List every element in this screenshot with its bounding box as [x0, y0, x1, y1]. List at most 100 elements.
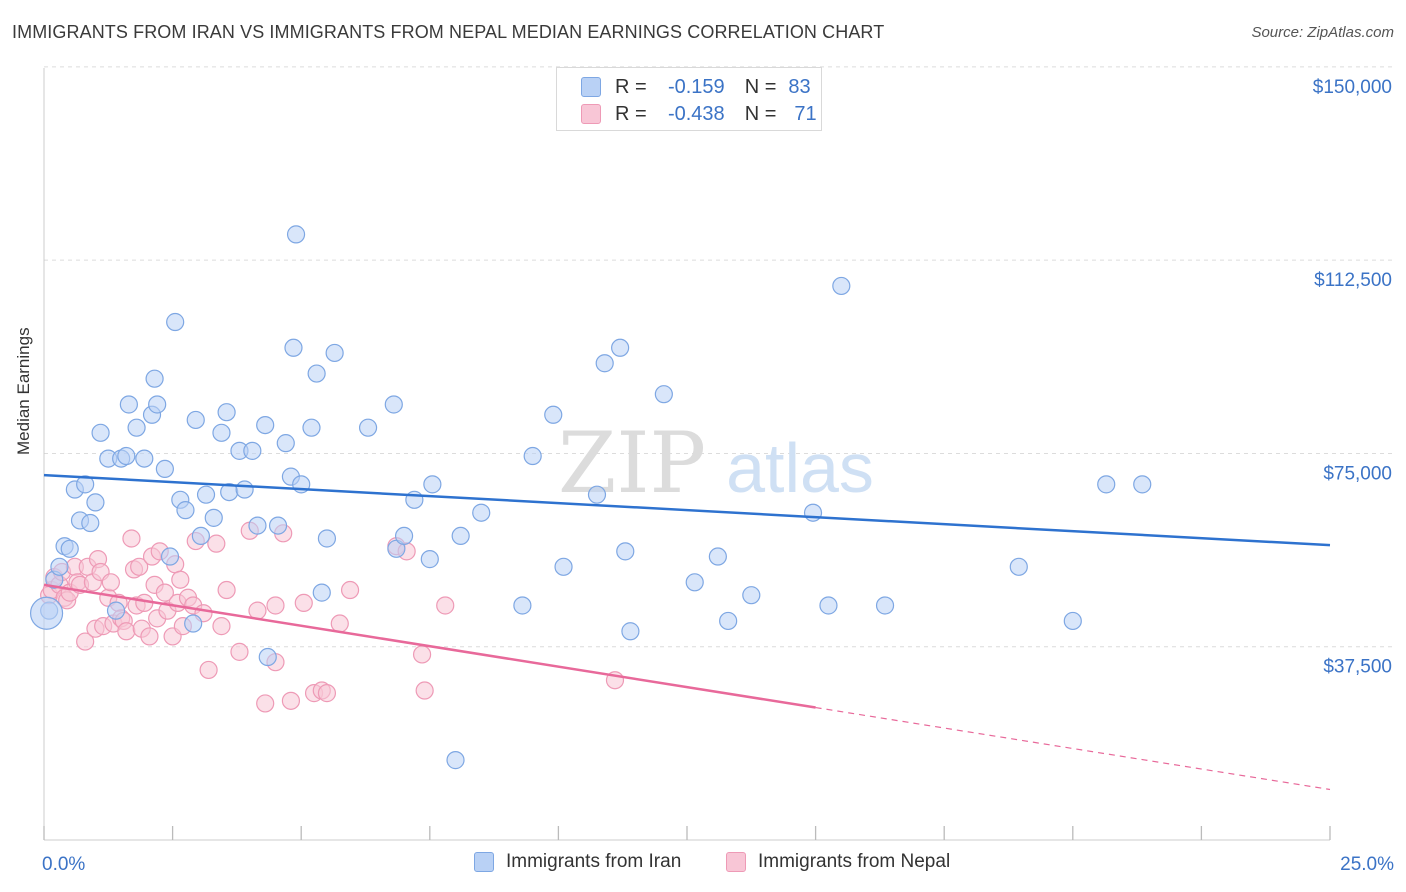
data-point-iran	[86, 493, 105, 512]
data-point-iran	[106, 601, 126, 620]
data-point-iran	[325, 343, 344, 363]
legend-n-label-nepal: N =	[744, 102, 777, 125]
x-tick-label-min: 0.0%	[42, 854, 85, 875]
series-nepal-points	[40, 521, 625, 713]
data-point-iran	[191, 526, 210, 546]
data-point-iran	[186, 410, 205, 430]
y-tick-label: $37,500	[1323, 657, 1392, 678]
data-point-iran	[1063, 611, 1082, 631]
data-point-nepal	[317, 684, 337, 703]
legend-bottom-swatch-nepal	[726, 852, 746, 872]
data-point-iran	[1009, 557, 1028, 576]
data-point-iran	[148, 395, 167, 414]
data-point-iran	[155, 459, 174, 479]
data-point-iran	[742, 586, 761, 605]
legend-n-value-nepal: 71	[794, 102, 817, 125]
legend-item-iran: Immigrants from Iran	[474, 851, 681, 873]
correlation-legend: R = -0.159 N = 83 R = -0.438 N = 71	[556, 67, 822, 131]
legend-r-value-nepal: -0.438	[667, 102, 725, 125]
trend-line-nepal-extrapolated	[815, 706, 1331, 791]
chart-title: IMMIGRANTS FROM IRAN VS IMMIGRANTS FROM …	[12, 22, 885, 42]
data-point-iran	[446, 751, 465, 770]
data-point-nepal	[230, 642, 249, 661]
data-point-nepal	[412, 645, 432, 664]
data-point-iran	[91, 423, 110, 442]
axes	[43, 68, 1331, 841]
data-point-iran	[1097, 475, 1116, 494]
data-point-iran	[317, 529, 337, 548]
data-point-iran	[81, 513, 100, 533]
data-point-nepal	[248, 601, 267, 620]
legend-row-nepal: R = -0.438 N = 71	[581, 102, 817, 126]
source-label: Source: ZipAtlas.com	[1251, 24, 1394, 41]
data-point-iran	[312, 583, 331, 602]
data-point-iran	[708, 547, 727, 566]
data-point-iran	[166, 312, 185, 332]
zipatlas-watermark: ZIP atlas	[558, 414, 874, 512]
data-point-nepal	[340, 580, 360, 600]
data-point-iran	[235, 480, 254, 499]
data-point-iran	[358, 418, 378, 437]
data-point-iran	[832, 276, 851, 296]
data-point-nepal	[330, 614, 349, 633]
data-point-nepal	[207, 534, 226, 553]
data-point-iran	[1133, 475, 1152, 494]
data-point-iran	[803, 503, 823, 522]
data-point-iran	[451, 526, 470, 546]
data-point-iran	[302, 418, 321, 437]
y-tick-label: $112,500	[1314, 270, 1392, 291]
data-point-iran	[819, 596, 838, 615]
data-point-iran	[384, 395, 403, 414]
legend-swatch-nepal	[581, 104, 601, 124]
data-point-iran	[248, 516, 267, 535]
data-point-iran	[554, 557, 573, 576]
trend-line-iran	[43, 473, 1331, 547]
data-point-nepal	[217, 580, 236, 600]
data-point-nepal	[281, 691, 301, 710]
tick-labels: $37,500 $75,000 $112,500 $150,000 0.0% 25.0%	[42, 77, 1394, 875]
data-point-iran-cluster	[29, 596, 64, 630]
legend-bottom-label-nepal: Immigrants from Nepal	[758, 851, 951, 872]
legend-bottom-label-iran: Immigrants from Iran	[506, 851, 682, 872]
data-point-iran	[212, 423, 231, 442]
x-tick-label-max: 25.0%	[1340, 854, 1394, 875]
data-point-iran	[76, 475, 95, 494]
legend-item-nepal: Immigrants from Nepal	[726, 851, 950, 873]
y-tick-label: $75,000	[1323, 463, 1392, 484]
data-point-nepal	[117, 622, 136, 641]
data-point-iran	[117, 446, 136, 466]
data-point-iran	[127, 418, 146, 437]
data-point-iran	[184, 614, 203, 633]
data-point-nepal	[415, 681, 434, 700]
data-point-iran	[119, 395, 138, 414]
data-point-nepal	[171, 570, 190, 589]
data-point-nepal	[256, 694, 275, 713]
data-point-iran	[217, 403, 236, 422]
data-point-iran	[544, 405, 563, 424]
data-point-nepal	[212, 617, 231, 636]
data-point-iran	[523, 446, 542, 466]
data-point-iran	[595, 354, 614, 373]
watermark-zip: ZIP	[558, 414, 706, 512]
data-point-iran	[685, 573, 704, 592]
legend-n-label-iran: N =	[744, 75, 777, 98]
data-point-iran	[394, 526, 414, 546]
data-point-nepal	[155, 583, 174, 602]
data-point-iran	[420, 550, 439, 569]
data-point-nepal	[199, 660, 218, 680]
data-point-iran	[472, 503, 491, 522]
data-point-nepal	[266, 596, 285, 615]
legend-bottom-swatch-iran	[474, 852, 494, 872]
data-point-iran	[204, 508, 223, 527]
legend-r-label-iran: R =	[615, 75, 647, 98]
data-point-nepal	[130, 557, 149, 576]
data-point-nepal	[436, 596, 455, 615]
data-point-iran	[268, 516, 288, 535]
y-axis-label: Median Earnings	[14, 327, 33, 455]
data-point-iran	[423, 475, 442, 494]
data-point-iran	[621, 622, 640, 641]
data-point-iran	[654, 385, 673, 404]
data-point-iran	[611, 338, 630, 357]
data-point-iran	[60, 539, 79, 558]
